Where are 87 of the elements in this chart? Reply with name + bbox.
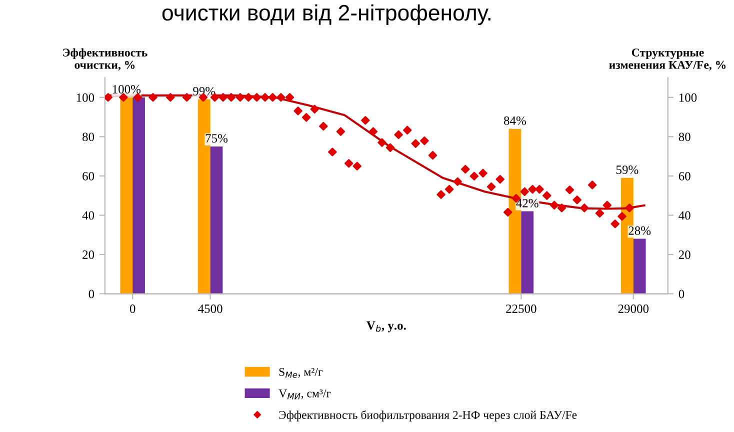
x-tick-label: 29000 (618, 304, 649, 313)
point (478, 168, 488, 178)
point (535, 184, 544, 194)
point (352, 162, 362, 170)
point (182, 93, 192, 102)
legend-label: V$_{МИ}$, см³/г (278, 389, 331, 400)
point (542, 191, 552, 200)
data-label: 42% (516, 198, 538, 208)
bar (210, 146, 223, 294)
point (236, 93, 245, 102)
point (336, 127, 346, 136)
y2-tick-label: 100 (679, 93, 697, 102)
point (496, 174, 504, 184)
point (344, 159, 354, 168)
data-label: 84% (504, 116, 526, 125)
y2-tick-label: 80 (678, 132, 690, 142)
point (420, 136, 429, 146)
point (148, 93, 158, 102)
point (302, 113, 311, 122)
point (580, 204, 589, 212)
point (119, 93, 128, 102)
data-label: 59% (616, 166, 638, 174)
bar (633, 238, 646, 294)
point (428, 150, 438, 160)
x-tick-label: 0 (130, 304, 136, 313)
data-label: 28% (628, 226, 651, 235)
y2-tick-label: 40 (678, 211, 690, 220)
y-tick-label: 0 (88, 290, 94, 298)
point (133, 93, 142, 102)
point (276, 93, 286, 102)
y-tick-label: 40 (82, 211, 94, 220)
point (411, 139, 420, 148)
point (618, 212, 626, 221)
point (461, 164, 470, 174)
point (226, 93, 236, 102)
point (260, 93, 270, 102)
y2-tick-label: 0 (678, 290, 684, 298)
point (503, 208, 512, 217)
point (557, 204, 566, 212)
point (520, 187, 529, 196)
point (386, 143, 395, 152)
point (595, 208, 604, 218)
y-tick-label: 100 (76, 93, 94, 102)
point (361, 116, 370, 125)
point (436, 190, 446, 199)
point (453, 177, 462, 186)
point (625, 204, 634, 212)
point (252, 93, 262, 102)
point (244, 93, 253, 102)
x-axis-title: V$_{b}$, у.о. (366, 321, 406, 332)
point (310, 104, 319, 114)
point (368, 127, 378, 136)
point (328, 148, 337, 156)
point (319, 122, 328, 131)
point (528, 184, 537, 194)
y-axis-title: Эффективность очистки, % (63, 48, 148, 71)
point (166, 93, 175, 102)
legend-label: Эффективность биофильтрования 2-НФ через слой БАУ/Fe (279, 410, 577, 422)
y-tick-label: 60 (82, 172, 94, 180)
point (444, 184, 454, 194)
data-label: 75% (206, 134, 228, 143)
point (470, 172, 479, 181)
point (218, 93, 228, 102)
chart-title: очистки води від 2-нітрофенолу. (162, 4, 490, 26)
y2-axis-title: Структурные изменения КАУ/Fe, % (609, 48, 726, 71)
point (565, 186, 574, 194)
point (268, 93, 278, 102)
point (294, 106, 302, 116)
point (378, 138, 386, 147)
point (104, 93, 112, 102)
point (394, 130, 403, 140)
y-tick-label: 80 (82, 132, 94, 142)
x-tick-label: 22500 (506, 304, 536, 313)
point (486, 182, 496, 192)
x-tick-label: 4500 (198, 304, 222, 313)
point (550, 200, 559, 210)
point (285, 93, 294, 102)
point (588, 180, 597, 190)
data-label: 100% (112, 85, 141, 94)
point (402, 126, 412, 135)
legend-label: S$_{Ме}$, м²/г (279, 368, 323, 378)
point (572, 196, 582, 204)
y2-tick-label: 20 (678, 250, 690, 259)
y2-tick-label: 60 (678, 172, 690, 180)
y-tick-label: 20 (82, 250, 94, 259)
point (610, 219, 620, 228)
point (602, 200, 612, 210)
